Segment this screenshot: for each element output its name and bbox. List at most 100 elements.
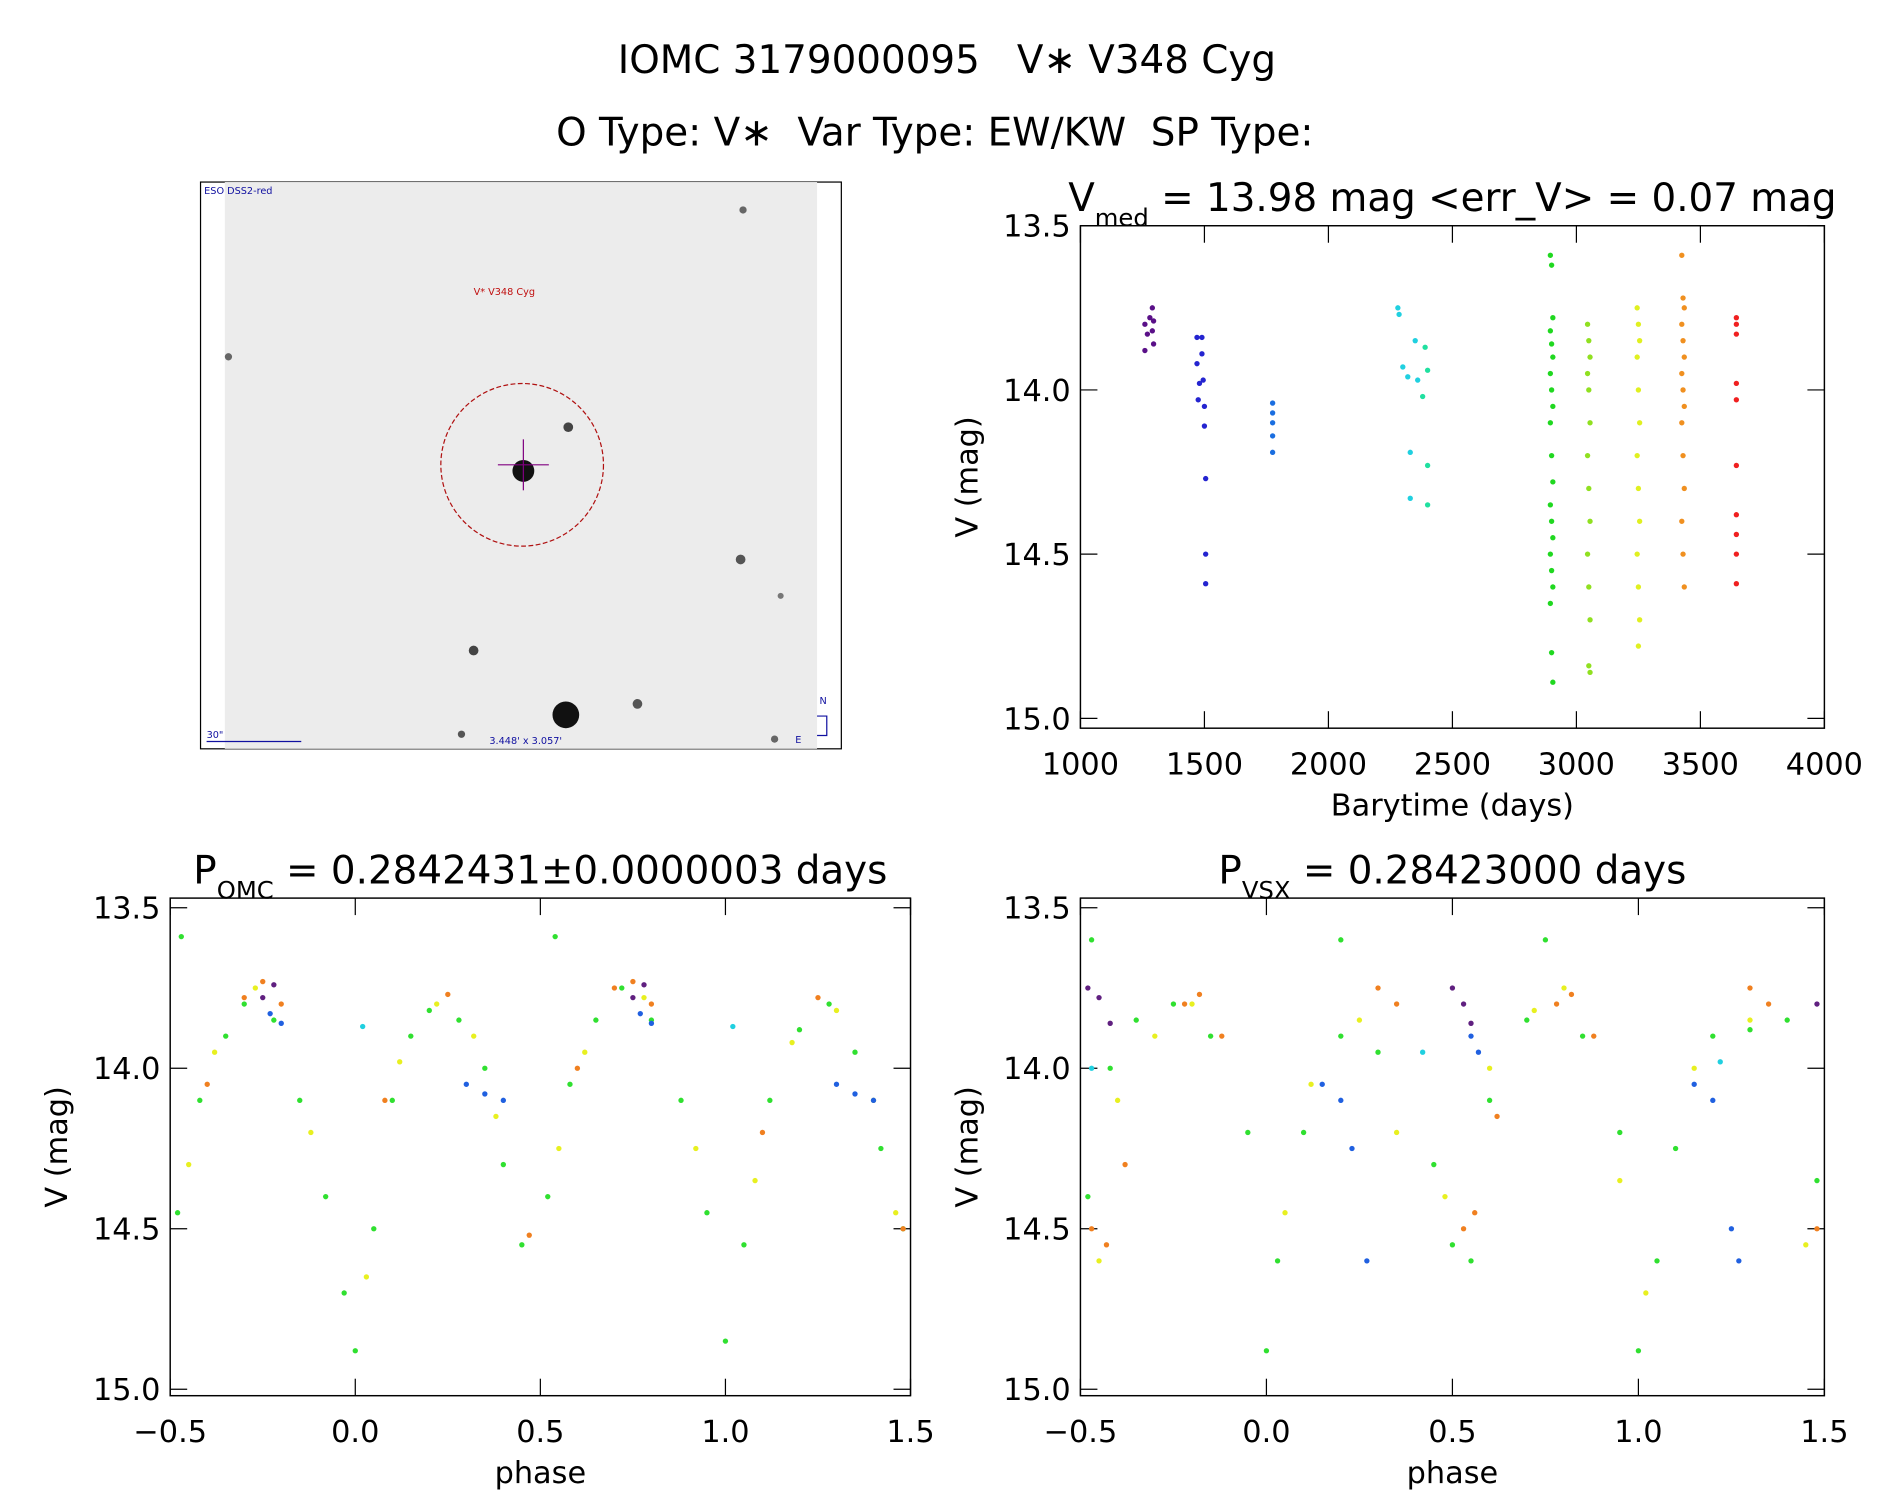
data-point: [1547, 370, 1554, 377]
y-tick-label: 15.0: [93, 1373, 161, 1408]
data-point: [619, 985, 625, 991]
data-point: [759, 1129, 766, 1136]
data-point: [1733, 462, 1740, 469]
data-point: [1636, 338, 1643, 344]
chart: POMC = 0.2842431±0.0000003 days phase V (m…: [40, 849, 935, 1492]
y-tick-label: 14.0: [93, 1052, 161, 1087]
data-point: [178, 933, 184, 940]
data-point: [1396, 311, 1402, 318]
data-point: [1196, 380, 1203, 387]
chart-title: POMC = 0.2842431±0.0000003 days: [193, 849, 887, 905]
data-point: [260, 994, 266, 1001]
data-point: [1679, 518, 1685, 524]
data-point: [471, 1033, 477, 1039]
data-point: [1486, 1097, 1493, 1104]
data-point: [1681, 403, 1687, 410]
x-axis-label: phase: [495, 1456, 587, 1491]
data-point: [1338, 1097, 1344, 1104]
data-point: [1412, 338, 1418, 344]
data-point: [1765, 1001, 1772, 1007]
data-point: [870, 1097, 877, 1104]
data-point: [241, 1001, 247, 1007]
data-point: [1561, 985, 1567, 991]
data-point: [1269, 420, 1276, 426]
data-point: [1548, 649, 1555, 656]
data-point: [204, 1081, 210, 1087]
survey-label: ESO DSS2-red: [204, 186, 272, 197]
data-point: [1679, 370, 1685, 377]
data-point: [1122, 1161, 1128, 1168]
data-point: [500, 1097, 507, 1104]
data-point: [1468, 1033, 1474, 1039]
data-point: [278, 1020, 284, 1026]
data-point: [1486, 1065, 1493, 1071]
data-point: [1679, 321, 1685, 327]
data-point: [1201, 423, 1208, 429]
data-point: [752, 1177, 758, 1184]
data-point: [1547, 252, 1554, 258]
chart-title: PVSX = 0.28423000 days: [1218, 849, 1686, 905]
plot-frame: [1079, 225, 1826, 729]
size-label: 3.448' x 3.057': [489, 736, 562, 747]
data-point: [1636, 420, 1643, 426]
data-point: [382, 1097, 388, 1104]
data-point: [174, 1210, 181, 1216]
data-point: [278, 1001, 284, 1007]
data-point: [1424, 462, 1431, 469]
data-point: [1710, 1097, 1716, 1104]
x-tick-label: 2500: [1414, 747, 1491, 782]
data-point: [1142, 321, 1148, 327]
data-point: [1189, 1001, 1195, 1007]
x-tick-label: −0.5: [133, 1415, 207, 1450]
data-point: [1375, 1049, 1381, 1055]
title-part: P: [1218, 849, 1241, 894]
data-point: [1680, 295, 1686, 301]
data-point: [1587, 669, 1593, 676]
data-point: [500, 1161, 507, 1168]
page-title: IOMC 3179000095 V∗ V348 Cyg: [618, 38, 1276, 83]
data-point: [1085, 985, 1091, 991]
plot-frame: [1079, 897, 1826, 1397]
x-tick-label: 2000: [1290, 747, 1367, 782]
data-point: [1691, 1065, 1697, 1071]
data-point: [1586, 387, 1592, 393]
chart-title: Vmed = 13.98 mag <err_V> = 0.07 mag: [1068, 176, 1836, 232]
data-point: [1200, 377, 1206, 383]
data-point: [271, 1017, 277, 1023]
data-point: [1710, 1033, 1716, 1039]
data-point: [519, 1242, 525, 1248]
data-point: [1269, 433, 1276, 439]
data-point: [648, 1001, 655, 1007]
title-part: V: [1068, 176, 1095, 221]
data-point: [637, 1010, 643, 1017]
data-point: [1531, 1007, 1537, 1014]
data-point: [1375, 985, 1381, 991]
star: [552, 701, 580, 729]
star: [468, 645, 479, 656]
data-point: [1550, 479, 1556, 485]
data-point: [1356, 1017, 1363, 1023]
data-point: [1202, 551, 1209, 557]
data-point: [397, 1059, 403, 1065]
data-point: [611, 985, 618, 991]
data-point: [1733, 581, 1740, 587]
x-tick-label: 4000: [1786, 747, 1863, 782]
data-point: [1170, 1001, 1177, 1007]
data-point: [796, 1027, 803, 1033]
data-point: [833, 1007, 840, 1014]
data-point: [1643, 1290, 1649, 1296]
data-point: [1587, 420, 1593, 426]
data-point: [267, 1010, 273, 1017]
data-point: [1584, 321, 1591, 327]
data-point: [641, 994, 647, 1001]
data-point: [1449, 1242, 1456, 1248]
data-point: [1548, 452, 1555, 459]
data-point: [1591, 1033, 1597, 1039]
data-point: [1393, 1129, 1400, 1136]
data-point: [1088, 1226, 1095, 1232]
data-point: [693, 1145, 699, 1152]
data-point: [1263, 1348, 1270, 1354]
data-point: [1733, 331, 1740, 337]
data-point: [1424, 502, 1431, 508]
data-point: [1548, 341, 1555, 347]
